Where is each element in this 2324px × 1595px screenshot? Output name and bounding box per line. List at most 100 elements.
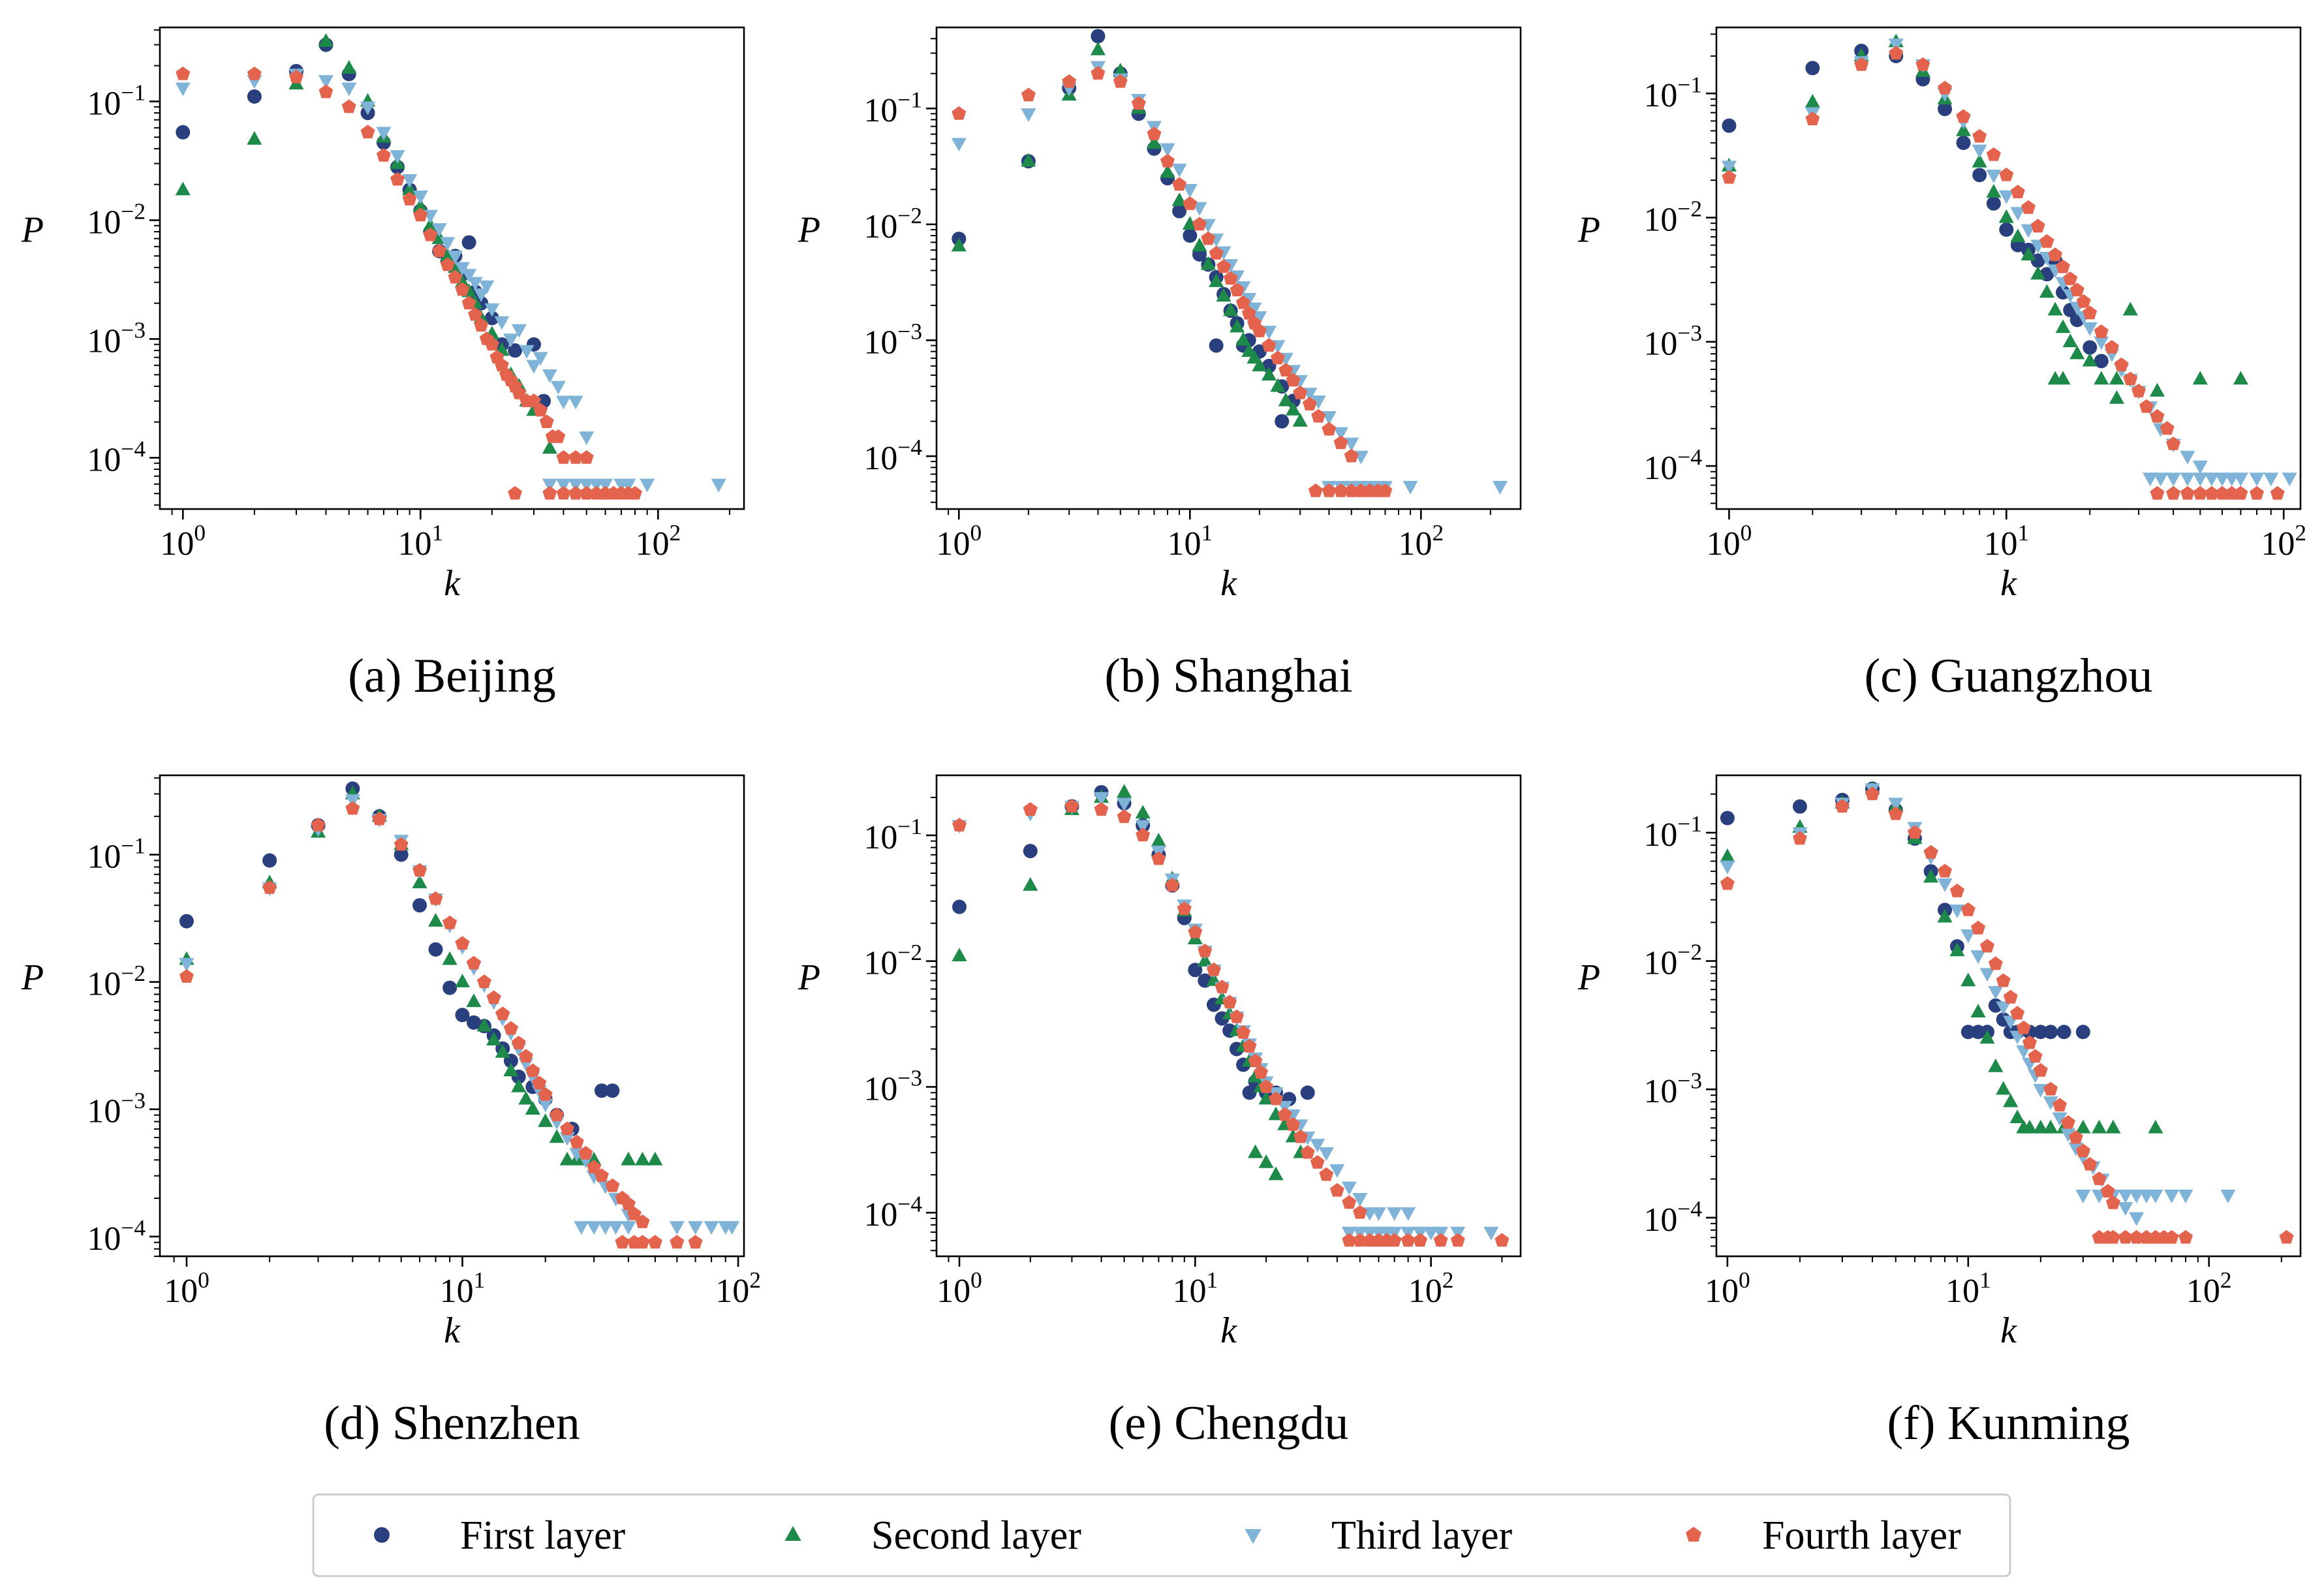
data-point [440, 257, 455, 271]
data-point [724, 1221, 740, 1235]
series-fourth-layer [952, 799, 1510, 1247]
x-tick-label: 101 [1167, 519, 1213, 563]
data-point [518, 1049, 533, 1063]
minor-ticks [931, 796, 1503, 1262]
data-point [1216, 288, 1232, 302]
data-point [1117, 784, 1132, 798]
data-point [179, 957, 194, 972]
data-point [2270, 486, 2285, 500]
data-point [2122, 302, 2138, 316]
data-point [647, 1235, 662, 1249]
data-point [394, 837, 409, 851]
data-point [598, 478, 613, 493]
legend-item-third-layer: Third layer [1245, 1513, 1513, 1558]
y-tick-label: 10−2 [87, 960, 146, 1003]
data-point [2118, 1201, 2133, 1216]
y-tick-label: 10−1 [1643, 71, 1702, 114]
data-point [412, 191, 428, 204]
data-point [1093, 792, 1109, 806]
data-point [1972, 129, 1987, 143]
data-point [1923, 869, 1939, 883]
data-point [1216, 259, 1231, 273]
data-point [1310, 1154, 1325, 1169]
data-point [2233, 371, 2248, 385]
data-point [2129, 1230, 2144, 1244]
x-tick-label: 102 [1398, 519, 1444, 563]
data-point [634, 1151, 651, 1166]
data-point [311, 818, 326, 831]
data-point [2068, 1142, 2084, 1156]
series-first-layer [1722, 43, 2109, 369]
data-point [621, 478, 636, 493]
data-point [495, 1044, 510, 1058]
data-point [1805, 93, 1820, 108]
data-point [1980, 938, 1994, 953]
data-point [2166, 437, 2181, 450]
data-point [1262, 338, 1277, 352]
data-point [1135, 805, 1151, 819]
data-point [511, 1078, 527, 1092]
data-point [412, 875, 427, 889]
data-point [1230, 318, 1245, 333]
data-point [454, 973, 471, 987]
data-point [1970, 950, 1986, 965]
data-point [532, 1076, 547, 1090]
data-point [2033, 1025, 2048, 1040]
data-point [1998, 190, 2014, 204]
data-point [2114, 357, 2129, 371]
data-point [1972, 153, 1987, 168]
data-point [2030, 253, 2045, 268]
y-tick-label: 10−1 [87, 833, 146, 876]
data-point [1209, 338, 1224, 353]
data-point [1254, 1064, 1268, 1079]
data-point [2148, 1189, 2163, 1203]
panel-6: 100 101 102 10−1 10−2 10−3 10−4 k P (f) Kunming [1577, 774, 2302, 1450]
plot-frame [935, 774, 1522, 1258]
data-point [1135, 820, 1151, 834]
data-point [1209, 273, 1224, 287]
data-point [2165, 472, 2181, 487]
data-point [560, 1121, 575, 1136]
x-tick-label: 101 [1983, 519, 2029, 563]
data-point [427, 912, 444, 927]
y-tick-label: 10−4 [87, 1215, 146, 1258]
data-point [1182, 184, 1198, 198]
data-point [1236, 1025, 1251, 1039]
data-point [1956, 109, 1971, 123]
data-point [1252, 311, 1267, 325]
plot-frame [1715, 774, 2302, 1258]
data-point [1450, 1233, 1465, 1247]
data-point [455, 1008, 470, 1023]
data-point [952, 106, 967, 120]
series-first-layer [179, 781, 620, 1136]
data-point [428, 891, 443, 905]
data-point [2068, 1130, 2083, 1144]
data-point [1720, 876, 1735, 890]
series-first-layer [1720, 781, 2090, 1040]
data-point [461, 269, 477, 283]
data-point [952, 948, 967, 961]
data-point [1378, 483, 1393, 497]
data-point [176, 66, 191, 80]
data-point [1923, 844, 1938, 859]
data-point [952, 899, 967, 914]
data-point [1293, 1129, 1308, 1143]
data-point [1318, 1147, 1334, 1161]
data-point [542, 440, 557, 454]
y-tick-label: 10−3 [1643, 320, 1702, 363]
x-tick-label: 101 [440, 1267, 486, 1310]
data-point [512, 385, 527, 399]
data-point [467, 277, 483, 291]
data-point [1300, 1085, 1315, 1100]
minor-ticks [154, 777, 726, 1262]
data-point [1721, 161, 1737, 175]
data-point [2282, 472, 2297, 487]
data-point [1165, 878, 1180, 891]
legend-item-second-layer: Second layer [784, 1513, 1081, 1558]
data-point [2263, 472, 2279, 487]
data-point [247, 131, 262, 145]
data-point [486, 990, 501, 1004]
data-point [1131, 96, 1146, 110]
data-point [372, 811, 387, 826]
